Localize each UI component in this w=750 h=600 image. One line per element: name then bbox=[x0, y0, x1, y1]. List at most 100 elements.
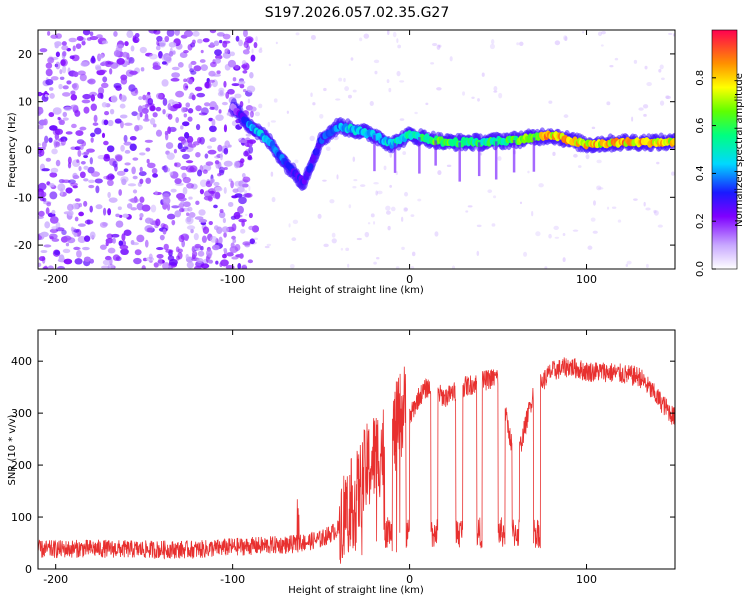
noise-speckle bbox=[197, 169, 203, 177]
faint-speckle bbox=[516, 42, 520, 46]
faint-speckle bbox=[436, 44, 441, 50]
noise-speckle bbox=[54, 128, 64, 135]
noise-speckle bbox=[167, 265, 172, 269]
faint-speckle bbox=[377, 190, 383, 195]
faint-speckle bbox=[353, 179, 358, 182]
noise-speckle bbox=[90, 137, 94, 143]
y-tick-label: 200 bbox=[11, 459, 32, 472]
noise-speckle bbox=[103, 140, 109, 146]
noise-speckle bbox=[210, 137, 217, 142]
faint-speckle bbox=[572, 229, 579, 232]
noise-speckle bbox=[97, 92, 104, 99]
noise-speckle bbox=[223, 187, 227, 194]
noise-speckle bbox=[182, 201, 191, 208]
streak bbox=[373, 135, 376, 172]
streak bbox=[512, 140, 516, 173]
faint-speckle bbox=[434, 231, 439, 237]
noise-speckle bbox=[196, 257, 204, 263]
x-tick-label: -100 bbox=[220, 273, 245, 286]
noise-speckle bbox=[200, 49, 204, 54]
noise-speckle bbox=[136, 112, 141, 121]
faint-speckle bbox=[487, 189, 493, 194]
faint-speckle bbox=[491, 223, 496, 227]
noise-speckle bbox=[103, 119, 109, 126]
noise-speckle bbox=[218, 166, 225, 174]
noise-speckle bbox=[65, 242, 70, 247]
noise-speckle bbox=[183, 78, 188, 83]
noise-speckle bbox=[240, 228, 246, 234]
noise-speckle bbox=[229, 51, 236, 57]
noise-speckle bbox=[185, 160, 194, 164]
faint-speckle bbox=[617, 219, 622, 223]
noise-speckle bbox=[43, 118, 48, 126]
noise-speckle bbox=[187, 108, 194, 114]
noise-speckle bbox=[49, 183, 55, 188]
noise-speckle bbox=[106, 233, 114, 239]
noise-speckle bbox=[178, 197, 187, 202]
noise-speckle bbox=[131, 111, 138, 117]
noise-speckle bbox=[188, 79, 193, 85]
noise-speckle bbox=[93, 114, 98, 123]
noise-speckle bbox=[222, 253, 227, 259]
noise-speckle bbox=[239, 83, 245, 89]
noise-speckle bbox=[178, 207, 185, 213]
faint-speckle bbox=[350, 57, 354, 61]
noise-speckle bbox=[130, 45, 135, 52]
noise-speckle bbox=[79, 171, 86, 179]
faint-speckle bbox=[645, 263, 649, 269]
noise-speckle bbox=[178, 234, 185, 243]
noise-speckle bbox=[171, 72, 181, 78]
faint-speckle bbox=[573, 153, 578, 158]
top-y-axis-label: Frequency (Hz) bbox=[7, 112, 18, 188]
faint-speckle bbox=[270, 171, 274, 177]
faint-speckle bbox=[626, 260, 632, 265]
noise-speckle bbox=[78, 165, 82, 172]
faint-speckle bbox=[399, 118, 405, 121]
noise-speckle bbox=[102, 207, 107, 216]
noise-speckle bbox=[237, 205, 244, 214]
noise-speckle bbox=[113, 31, 118, 37]
faint-speckle bbox=[592, 200, 596, 206]
streak bbox=[458, 142, 461, 182]
noise-speckle bbox=[246, 85, 256, 93]
noise-speckle bbox=[227, 144, 232, 148]
noise-speckle bbox=[204, 81, 212, 89]
noise-speckle bbox=[43, 265, 48, 269]
noise-speckle bbox=[157, 257, 163, 266]
faint-speckle bbox=[657, 224, 663, 228]
noise-speckle bbox=[249, 110, 254, 118]
faint-speckle bbox=[352, 156, 356, 162]
noise-speckle bbox=[199, 59, 206, 63]
noise-speckle bbox=[62, 235, 72, 241]
ridge-point bbox=[671, 138, 675, 146]
noise-speckle bbox=[73, 232, 78, 237]
faint-speckle bbox=[656, 161, 660, 165]
faint-speckle bbox=[255, 36, 258, 42]
faint-speckle bbox=[247, 98, 251, 104]
noise-speckle bbox=[110, 95, 118, 103]
noise-speckle bbox=[232, 77, 237, 82]
noise-speckle bbox=[138, 171, 147, 177]
noise-speckle bbox=[181, 153, 190, 160]
streak bbox=[532, 137, 536, 172]
noise-speckle bbox=[209, 42, 215, 48]
noise-speckle bbox=[89, 231, 96, 239]
noise-speckle bbox=[62, 50, 67, 57]
noise-speckle bbox=[123, 229, 132, 236]
noise-speckle bbox=[146, 158, 150, 164]
faint-speckle bbox=[331, 238, 337, 244]
noise-speckle bbox=[183, 83, 189, 91]
noise-speckle bbox=[194, 265, 202, 269]
noise-speckle bbox=[70, 226, 74, 232]
faint-speckle bbox=[243, 44, 247, 48]
noise-speckle bbox=[249, 106, 257, 112]
noise-speckle bbox=[124, 149, 131, 154]
noise-speckle bbox=[88, 179, 95, 184]
faint-speckle bbox=[659, 100, 665, 106]
noise-speckle bbox=[177, 136, 186, 142]
noise-speckle bbox=[181, 106, 186, 113]
noise-speckle bbox=[172, 103, 182, 109]
noise-speckle bbox=[218, 236, 223, 244]
noise-speckle bbox=[113, 49, 121, 57]
